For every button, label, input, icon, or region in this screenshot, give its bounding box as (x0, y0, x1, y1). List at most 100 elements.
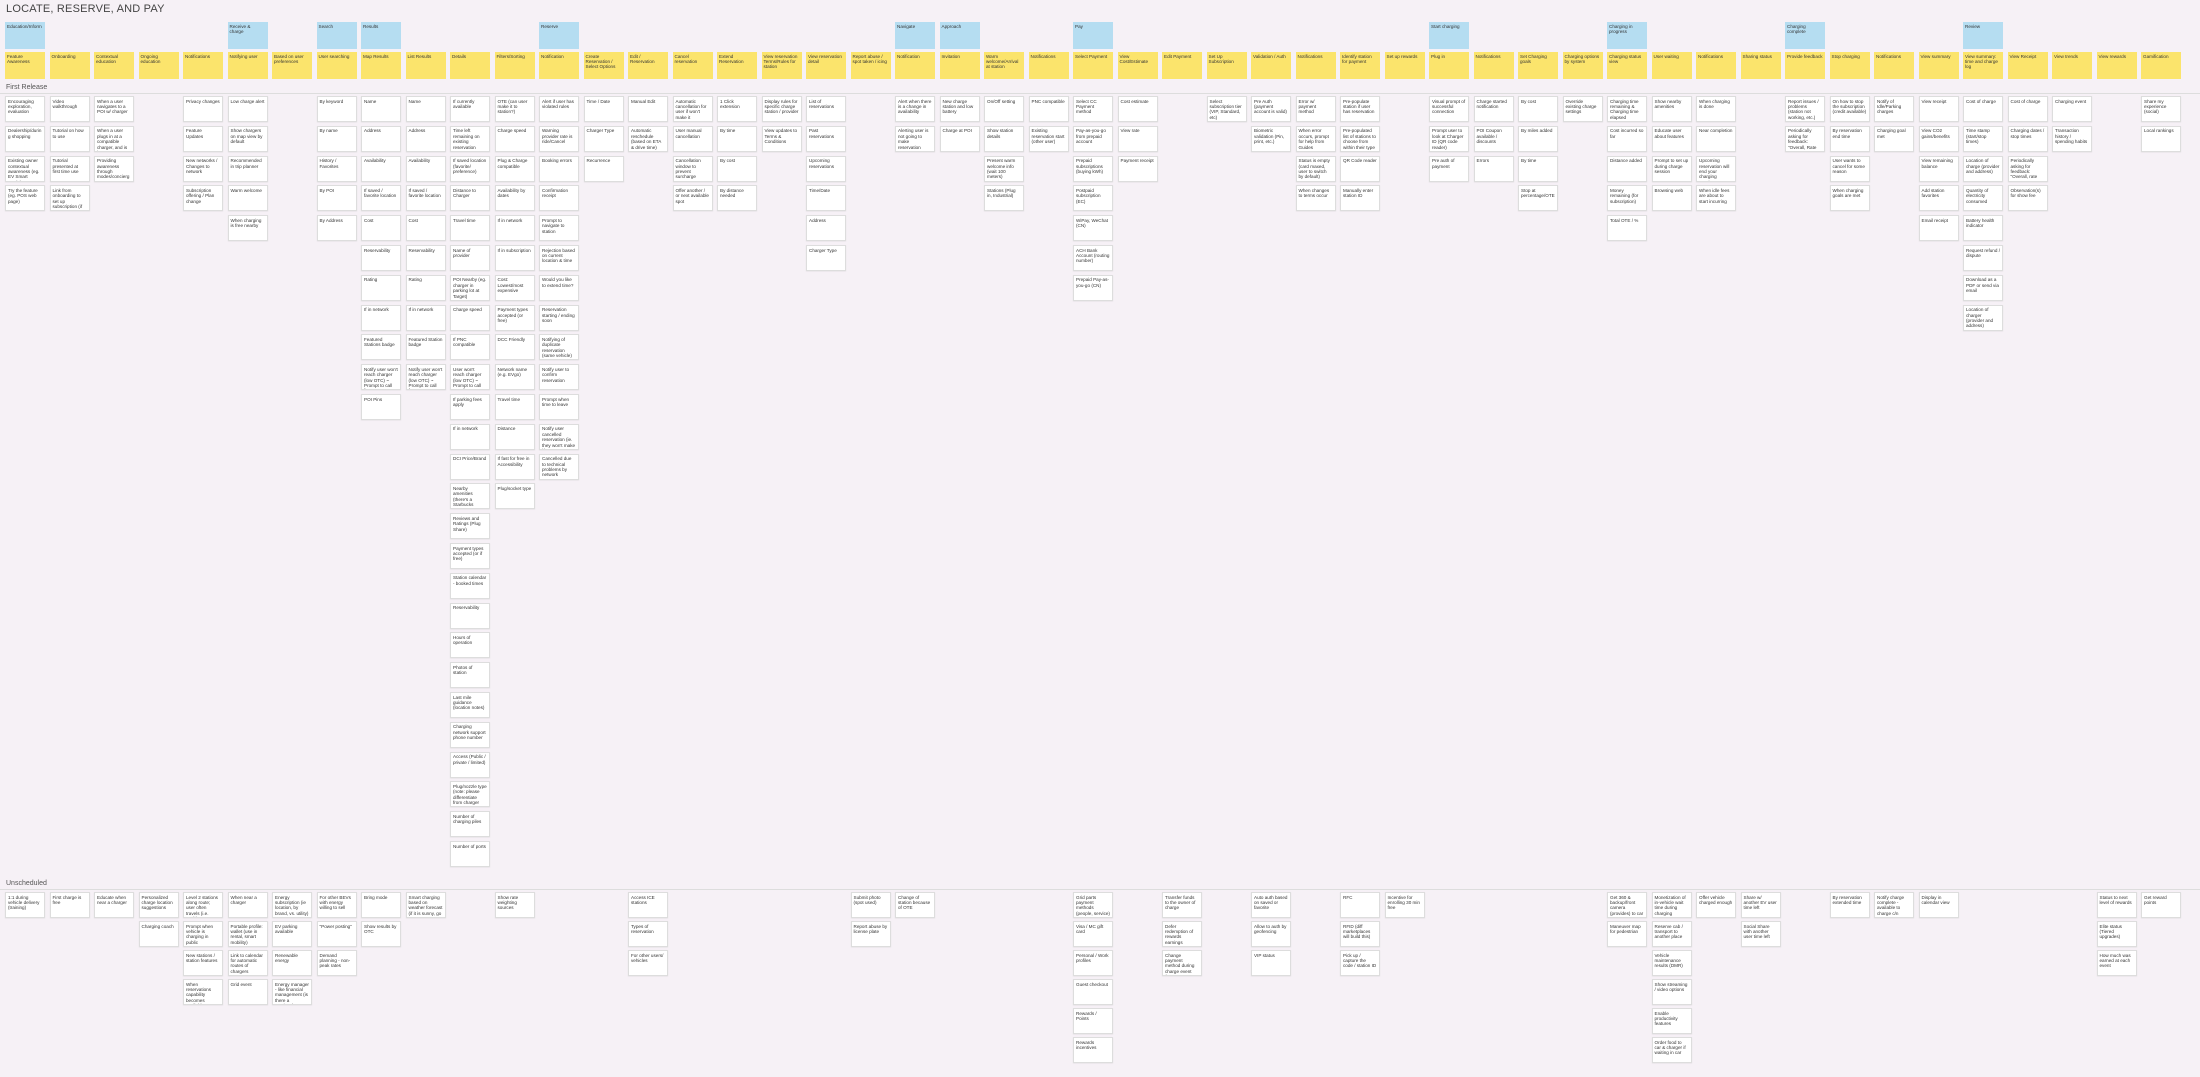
story-card: Number of charging piles (450, 811, 490, 838)
story-card: Energy subscription (ie location, by bra… (272, 892, 312, 918)
release-label: Unscheduled (6, 880, 47, 887)
story-card: Cost estimate (1117, 96, 1158, 122)
story-card: Access (Public / private / limited) (450, 751, 490, 778)
activity-card: Notifications (1696, 52, 1736, 79)
story-card: Visa / MC gift card (1073, 921, 1113, 947)
story-card: If PNC compatible (450, 334, 490, 361)
story-card: Biometric validation (Pin, print, etc.) (1251, 125, 1291, 152)
story-card: Show station details (984, 125, 1024, 152)
story-card: Time/Date (806, 185, 846, 212)
story-card: 1 Click extension (717, 96, 757, 122)
story-card: Rating (361, 274, 401, 301)
story-card: Distance added (1607, 155, 1647, 182)
story-card: Report abuse by license plate (850, 921, 891, 947)
story-card: User manual cancellation (672, 125, 713, 152)
story-card: Share my experience (social) (2141, 96, 2181, 122)
activity-card: Identify station for payment (1340, 52, 1380, 79)
activity-card: Map Results (361, 52, 401, 79)
story-card: Charging network support phone number (450, 721, 490, 748)
story-card: Personal / Work profiles (1073, 950, 1113, 976)
activity-card: Filters/Sorting (494, 52, 535, 79)
story-card: Availability by dates (494, 185, 535, 212)
story-card: Charging event (2052, 96, 2092, 122)
story-card: WiPay, WeChat (CN) (1073, 215, 1113, 242)
story-card: Address (806, 215, 846, 242)
activity-card: Notification (895, 52, 935, 79)
story-card: Link to calendar for automatic routes of… (227, 950, 268, 976)
story-card: Prompt when vehicle is charging in publi… (183, 921, 223, 947)
story-card: Notify user to confirm reservation (539, 364, 579, 391)
story-card: Elite status (Tiered upgrades) (2096, 921, 2137, 947)
activity-card: View reservation Terms/Rules for station (761, 52, 802, 79)
story-card: On how to stop the subscription (credit … (1829, 96, 1870, 122)
story-card: Energy manager - like financial manageme… (272, 979, 312, 1005)
story-card: If in network (361, 304, 401, 331)
story-card: Observation(s) for show fee (2007, 185, 2048, 212)
story-card: Past reservations (806, 125, 846, 152)
story-card: Notify of Idle/Parking charges (1874, 96, 1914, 122)
story-card: By name (316, 125, 357, 152)
activity-card: Provide feedback (1785, 52, 1825, 79)
story-card: Cost incurred so far (1607, 125, 1647, 152)
story-card: Smart charging based on weather forecast… (405, 892, 446, 918)
story-card: Transaction history / spending habits (2052, 125, 2092, 152)
story-card: Automatic reschedule (based on ETA & dri… (628, 125, 668, 152)
story-card: When changes to terms occur (1295, 185, 1336, 212)
activity-card: Validation / Auth (1251, 52, 1291, 79)
story-card: DCC Friendly (494, 334, 535, 361)
story-card: For other BEVs with energy willing to se… (316, 892, 357, 918)
story-card: View rate (1117, 125, 1158, 152)
story-card: By miles added (1518, 125, 1558, 152)
story-card: By keyword (316, 96, 357, 122)
story-card: Alerting user is not going to make reser… (895, 125, 935, 152)
story-card: Money remaining (for subscription) (1607, 185, 1647, 212)
story-card: Reservability (450, 602, 490, 629)
story-card: Manually enter station ID (1340, 185, 1380, 212)
story-card: Request refund / dispute (1963, 245, 2003, 271)
story-card: Periodically asking for feedback: "Overa… (2007, 155, 2048, 182)
story-card: For other users/ vehicles (628, 950, 668, 976)
story-card: Payment receipt (1117, 155, 1158, 182)
activity-card: Notifications (1874, 52, 1914, 79)
story-card: Charging dates / stop times (2007, 125, 2048, 152)
story-card: POI Pins (361, 394, 401, 420)
story-card: Reservation starting / ending soon (539, 304, 579, 331)
activity-card: Select Payment (1073, 52, 1113, 79)
story-card: Travel time (494, 394, 535, 420)
story-card: When near a charger (227, 892, 268, 918)
story-card: Get reward points (2141, 892, 2181, 918)
activity-card: View rewards (2096, 52, 2137, 79)
story-card: Reservability (405, 245, 446, 271)
story-card: By time (717, 125, 757, 152)
activity-card: Set up rewards (1384, 52, 1425, 79)
story-card: Tutorial on how to use (49, 125, 90, 152)
story-card: Rewards incentives (1073, 1037, 1113, 1063)
story-card: Display rules for specific charge statio… (761, 96, 802, 122)
story-card: Access ICE stations (628, 892, 668, 918)
activity-card: Create Reservation / Select Options (583, 52, 624, 79)
story-card: By cost (717, 155, 757, 182)
epic-card: Review (1963, 22, 2003, 49)
story-card: Pick up / capture the code / station ID (1340, 950, 1380, 976)
story-card: By distance needed (717, 185, 757, 212)
story-card: Payment types accepted (or if free) (450, 543, 490, 569)
story-card: If saved / favorite location (405, 185, 446, 212)
story-card: Automatic cancellation for user if won't… (672, 96, 713, 122)
story-card: Show streaming / video options (1651, 979, 1692, 1005)
story-card: Plug & Charge compatible (494, 155, 535, 182)
story-card: When charging is free nearby (227, 215, 268, 242)
story-card: When error occurs, prompt for help from … (1295, 125, 1336, 152)
story-card: Reserve cab / transport to another place (1651, 921, 1692, 947)
story-card: If saved / favorite location (361, 185, 401, 212)
story-card: By POI (316, 185, 357, 212)
activity-card: Notifications (183, 52, 223, 79)
story-card: Plug/socket type (494, 483, 535, 510)
story-card: Payment types accepted (or free) (494, 304, 535, 331)
activity-card: Set Charging goals (1518, 52, 1558, 79)
story-card: Availability (361, 155, 401, 182)
story-card: When charging goals are met (1829, 185, 1870, 212)
story-card: Monetization of in-vehicle wait time dur… (1651, 892, 1692, 918)
story-card: Pay-as-you-go from prepaid account (1073, 125, 1113, 152)
story-card: Demand planning - non-peak rates (316, 950, 357, 976)
story-card: ACH Bank Account (routing number) (1073, 245, 1113, 271)
